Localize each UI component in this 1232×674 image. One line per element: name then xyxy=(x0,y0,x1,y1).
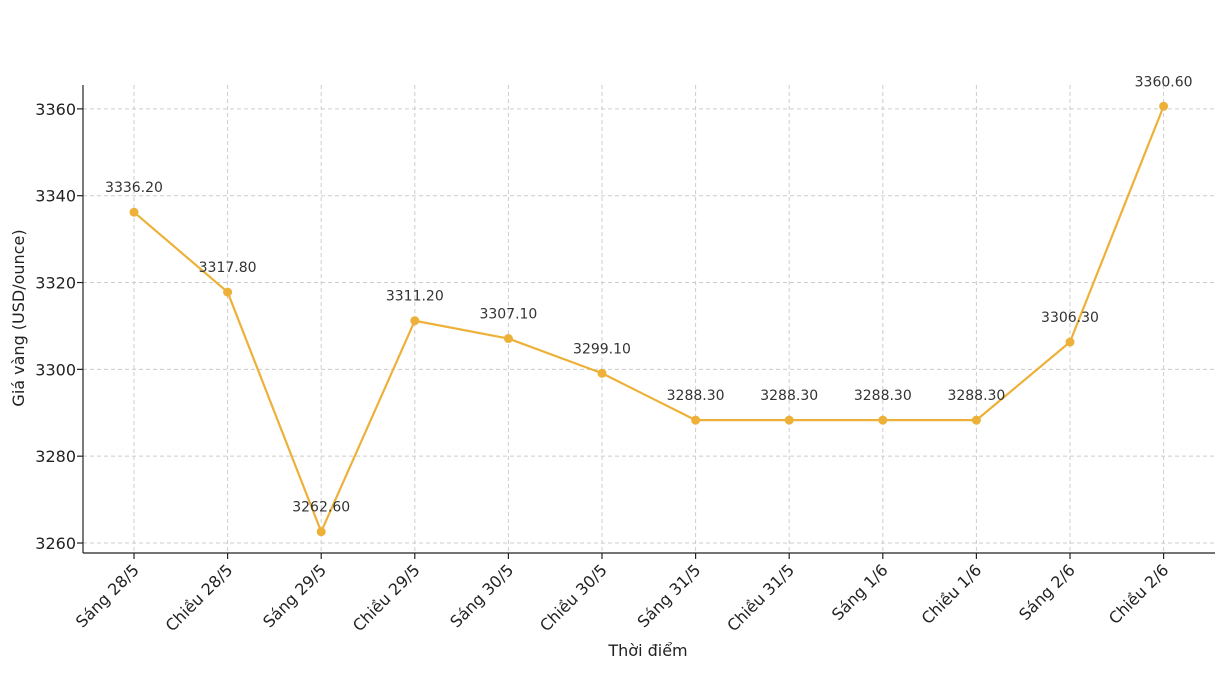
x-tick-label: Sáng 30/5 xyxy=(446,560,517,631)
x-tick-label: Chiều 2/6 xyxy=(1105,560,1173,628)
x-tick-label: Sáng 28/5 xyxy=(72,560,143,631)
data-point xyxy=(878,415,888,425)
y-tick-label: 3320 xyxy=(35,274,76,293)
data-point xyxy=(503,334,513,344)
y-tick-label: 3280 xyxy=(35,447,76,466)
y-tick-label: 3300 xyxy=(35,360,76,379)
data-label: 3288.30 xyxy=(760,388,818,404)
data-point xyxy=(1159,101,1169,111)
data-point xyxy=(410,316,420,326)
data-point xyxy=(597,368,607,378)
x-tick-label: Chiều 30/5 xyxy=(536,560,611,635)
x-tick-label: Chiều 31/5 xyxy=(723,560,798,635)
series-gold-price xyxy=(129,101,1169,537)
data-labels: 3336.20 3317.80 3262.60 3311.20 3307.10 3299.… xyxy=(105,74,1193,515)
data-point xyxy=(223,287,233,297)
data-label: 3299.10 xyxy=(573,341,631,357)
x-tick-label: Sáng 1/6 xyxy=(828,560,892,624)
data-label: 3317.80 xyxy=(199,260,257,276)
data-point xyxy=(316,527,326,537)
y-axis-title: Giá vàng (USD/ounce) xyxy=(9,229,28,406)
data-label: 3288.30 xyxy=(947,388,1005,404)
y-tick-label: 3360 xyxy=(35,100,76,119)
data-label: 3360.60 xyxy=(1135,74,1193,90)
data-point xyxy=(691,415,701,425)
data-label: 3311.20 xyxy=(386,289,444,305)
x-tick-label: Sáng 31/5 xyxy=(634,560,705,631)
data-label: 3307.10 xyxy=(479,307,537,323)
axes: 3260 3280 3300 3320 3340 3360 Sáng 28/5 Chiều 2… xyxy=(35,85,1215,635)
data-label: 3288.30 xyxy=(667,388,725,404)
data-label: 3336.20 xyxy=(105,180,163,196)
data-label: 3288.30 xyxy=(854,388,912,404)
y-tick-label: 3260 xyxy=(35,534,76,553)
y-tick-label: 3340 xyxy=(35,187,76,206)
x-axis-title: Thời điểm xyxy=(607,641,687,660)
x-tick-label: Sáng 2/6 xyxy=(1015,560,1079,624)
series-line xyxy=(133,105,1165,533)
x-tick-label: Chiều 29/5 xyxy=(349,560,424,635)
data-point xyxy=(784,415,794,425)
data-point xyxy=(1065,337,1075,347)
data-label: 3306.30 xyxy=(1041,310,1099,326)
x-tick-label: Sáng 29/5 xyxy=(259,560,330,631)
x-tick-label: Chiều 28/5 xyxy=(162,560,237,635)
data-point xyxy=(971,415,981,425)
x-tick-label: Chiều 1/6 xyxy=(918,560,986,628)
data-point xyxy=(129,207,139,217)
data-label: 3262.60 xyxy=(292,500,350,516)
